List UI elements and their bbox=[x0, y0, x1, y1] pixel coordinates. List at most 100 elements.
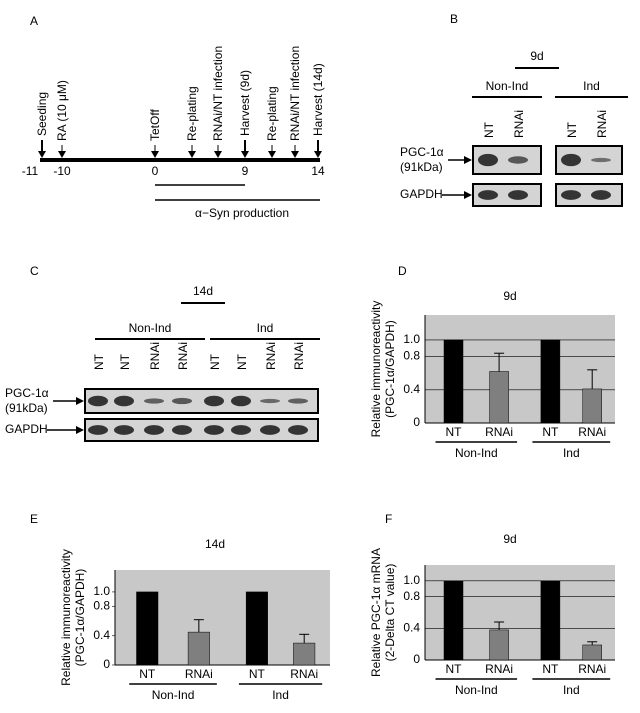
chart-title: 14d bbox=[205, 537, 225, 551]
band bbox=[288, 398, 308, 404]
bar bbox=[489, 371, 509, 424]
lane-label: NT bbox=[118, 353, 132, 370]
bar bbox=[582, 388, 602, 424]
group-label: Non-Ind bbox=[152, 688, 195, 702]
y-tick-label: 0.8 bbox=[403, 349, 420, 363]
x-tick-label: NT bbox=[446, 425, 463, 439]
group-label: Non-Ind bbox=[455, 446, 498, 460]
y-axis-label: Relative immunoreactivity bbox=[59, 549, 73, 686]
band bbox=[478, 153, 498, 167]
band bbox=[561, 190, 581, 200]
arrow-head bbox=[268, 151, 276, 158]
band bbox=[508, 190, 528, 200]
lane-label: NT bbox=[235, 353, 249, 370]
band bbox=[231, 395, 251, 407]
row-label: PGC-1α bbox=[400, 145, 444, 159]
band bbox=[231, 425, 251, 435]
day-label: 0 bbox=[152, 164, 159, 178]
band bbox=[591, 157, 611, 163]
row-label: GAPDH bbox=[400, 187, 443, 201]
row-label: GAPDH bbox=[5, 422, 48, 436]
band bbox=[508, 156, 528, 164]
y-tick-label: 0.4 bbox=[93, 628, 110, 642]
band bbox=[260, 425, 280, 435]
lane-label: RNAi bbox=[292, 342, 306, 370]
group-label: Ind bbox=[257, 321, 274, 335]
lane-label: RNAi bbox=[264, 342, 278, 370]
arrow-head bbox=[214, 151, 222, 158]
x-tick-label: RNAi bbox=[578, 425, 606, 439]
panel-label: F bbox=[385, 512, 392, 526]
chart-title: 9d bbox=[503, 289, 516, 303]
row-label: PGC-1α bbox=[5, 386, 49, 400]
band bbox=[88, 395, 108, 407]
time-label: 14d bbox=[193, 284, 213, 298]
blot-strip bbox=[84, 418, 319, 442]
lane-label: NT bbox=[92, 353, 106, 370]
day-label: -11 bbox=[22, 164, 39, 178]
day-label: 14 bbox=[311, 164, 325, 178]
blot-strip bbox=[472, 183, 542, 207]
lane-label: RNAi bbox=[512, 110, 526, 138]
arrow-head bbox=[188, 151, 196, 158]
y-axis-label: Relative PGC-1α mRNA bbox=[369, 548, 383, 677]
band bbox=[172, 425, 192, 435]
band bbox=[114, 425, 134, 435]
y-axis-label: Relative immunoreactivity bbox=[369, 301, 383, 438]
event-label: RNAi/NT infection bbox=[211, 46, 225, 141]
arrow-head bbox=[291, 151, 299, 158]
y-axis-label: (PGC-1α/GAPDH) bbox=[73, 569, 87, 667]
time-label: 9d bbox=[530, 49, 543, 63]
y-tick-label: 0 bbox=[413, 652, 420, 666]
x-tick-label: RNAi bbox=[578, 662, 606, 676]
lane-label: NT bbox=[208, 353, 222, 370]
lane-label: RNAi bbox=[148, 342, 162, 370]
bar bbox=[293, 642, 316, 666]
blot-strip bbox=[555, 183, 623, 207]
panel-label: B bbox=[450, 12, 458, 26]
bar bbox=[136, 591, 159, 666]
row-size: (91kDa) bbox=[5, 401, 48, 415]
band bbox=[172, 397, 192, 405]
y-axis-label: (PGC-1α/GAPDH) bbox=[383, 320, 397, 418]
arrow-head bbox=[241, 151, 249, 158]
group-label: Ind bbox=[272, 688, 289, 702]
y-tick-label: 1.0 bbox=[403, 332, 420, 346]
band bbox=[591, 190, 611, 200]
band bbox=[114, 395, 134, 407]
band bbox=[288, 425, 308, 435]
x-tick-label: NT bbox=[542, 425, 559, 439]
y-tick-label: 1.0 bbox=[403, 573, 420, 587]
lane-label: RNAi bbox=[595, 110, 609, 138]
bar bbox=[245, 591, 268, 666]
y-tick-label: 0.4 bbox=[403, 621, 420, 635]
panel-label: C bbox=[30, 264, 39, 278]
arrow-head bbox=[76, 397, 84, 405]
group-label: Non-Ind bbox=[486, 79, 529, 93]
band bbox=[144, 425, 164, 435]
lane-label: RNAi bbox=[176, 342, 190, 370]
y-tick-label: 0 bbox=[103, 657, 110, 671]
event-label: TetOff bbox=[148, 109, 162, 141]
panel-label: E bbox=[30, 512, 38, 526]
arrow-head bbox=[464, 191, 472, 199]
y-axis-label: (2-Delta CT value) bbox=[383, 564, 397, 662]
arrow-head bbox=[38, 151, 46, 158]
x-tick-label: NT bbox=[446, 662, 463, 676]
group-label: Ind bbox=[583, 79, 600, 93]
panel-label: D bbox=[398, 264, 407, 278]
band bbox=[204, 425, 224, 435]
band bbox=[478, 190, 498, 200]
lane-label: NT bbox=[482, 121, 496, 138]
arrow-head bbox=[58, 151, 66, 158]
event-label: RNAi/NT infection bbox=[288, 46, 302, 141]
group-label: Non-Ind bbox=[455, 683, 498, 697]
y-tick-label: 1.0 bbox=[93, 584, 110, 598]
band bbox=[561, 153, 581, 167]
x-tick-label: RNAi bbox=[290, 667, 318, 681]
day-label: -10 bbox=[53, 164, 71, 178]
bar bbox=[540, 339, 561, 424]
x-tick-label: NT bbox=[139, 667, 156, 681]
group-label: Ind bbox=[563, 446, 580, 460]
